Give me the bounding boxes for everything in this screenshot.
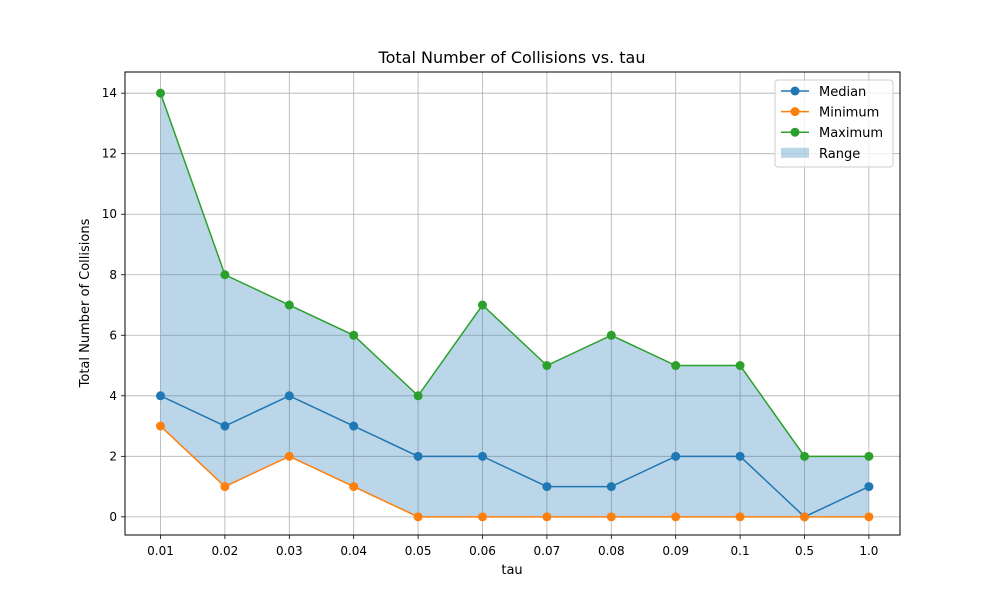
legend-minimum-label: Minimum xyxy=(819,106,879,121)
y-tick-label: 6 xyxy=(109,328,117,342)
x-tick-label: 0.02 xyxy=(212,544,239,558)
maximum-point xyxy=(284,300,294,310)
minimum-line xyxy=(159,425,869,518)
x-tick-label: 0.09 xyxy=(662,544,689,558)
maximum-point xyxy=(156,88,165,98)
x-tick-label: 0.03 xyxy=(276,544,303,558)
x-tick-label: 0.5 xyxy=(795,544,814,558)
x-tick-label: 0.05 xyxy=(405,544,432,558)
median-point xyxy=(349,421,359,431)
legend-minimum-marker xyxy=(790,107,800,117)
legend-range-swatch xyxy=(781,147,809,158)
maximum-point xyxy=(864,451,874,461)
maximum-line xyxy=(159,92,869,458)
minimum-point xyxy=(349,482,359,492)
y-tick-label: 0 xyxy=(109,510,117,524)
minimum-point xyxy=(864,512,874,522)
y-tick-label: 4 xyxy=(109,389,117,403)
maximum-point xyxy=(220,270,230,280)
minimum-point xyxy=(671,512,681,522)
maximum-point xyxy=(606,330,616,340)
minimum-point xyxy=(478,512,487,522)
x-axis-label: tau xyxy=(501,563,522,578)
legend-median-label: Median xyxy=(819,85,866,100)
maximum-point xyxy=(349,330,359,340)
median-point xyxy=(735,451,745,461)
median-point xyxy=(156,391,165,401)
maximum-point xyxy=(800,451,809,461)
legend-box xyxy=(774,79,894,168)
x-tick-label: 0.04 xyxy=(340,544,367,558)
y-tick-label: 2 xyxy=(109,449,117,463)
y-axis-label: Total Number of Collisions xyxy=(78,218,93,388)
minimum-point xyxy=(284,451,294,461)
median-point xyxy=(864,482,874,492)
median-point xyxy=(671,451,681,461)
legend-median-marker xyxy=(790,86,800,96)
y-tick-label: 10 xyxy=(102,207,117,221)
legend: Median Minimum Maximum Range xyxy=(774,79,894,168)
range-fill xyxy=(160,93,869,517)
median-point xyxy=(542,482,552,492)
minimum-point xyxy=(542,512,552,522)
x-tick-label: 0.01 xyxy=(147,544,174,558)
x-tick-label: 1.0 xyxy=(859,544,878,558)
maximum-point xyxy=(478,300,487,310)
plot-frame xyxy=(124,71,901,536)
minimum-point xyxy=(413,512,423,522)
y-tick-label: 12 xyxy=(102,147,117,161)
median-point xyxy=(413,451,423,461)
minimum-point xyxy=(156,421,165,431)
x-tick-label: 0.06 xyxy=(469,544,496,558)
maximum-point xyxy=(735,361,745,371)
x-tick-label: 0.1 xyxy=(731,544,750,558)
median-point xyxy=(478,451,487,461)
legend-maximum-marker xyxy=(790,127,800,137)
y-tick-label: 8 xyxy=(109,268,117,282)
median-point xyxy=(606,482,616,492)
median-point xyxy=(220,421,230,431)
median-line xyxy=(160,394,870,518)
legend-maximum-label: Maximum xyxy=(819,126,883,141)
minimum-point xyxy=(606,512,616,522)
y-tick-label: 14 xyxy=(102,86,117,100)
maximum-point xyxy=(413,391,423,401)
minimum-point xyxy=(800,512,809,522)
minimum-point xyxy=(735,512,745,522)
minimum-point xyxy=(220,482,230,492)
maximum-point xyxy=(671,361,681,371)
legend-range-label: Range xyxy=(819,147,860,162)
maximum-point xyxy=(542,361,552,371)
chart-title: Total Number of Collisions vs. tau xyxy=(378,48,646,67)
median-point xyxy=(284,391,294,401)
x-tick-label: 0.07 xyxy=(534,544,561,558)
x-tick-label: 0.08 xyxy=(598,544,625,558)
